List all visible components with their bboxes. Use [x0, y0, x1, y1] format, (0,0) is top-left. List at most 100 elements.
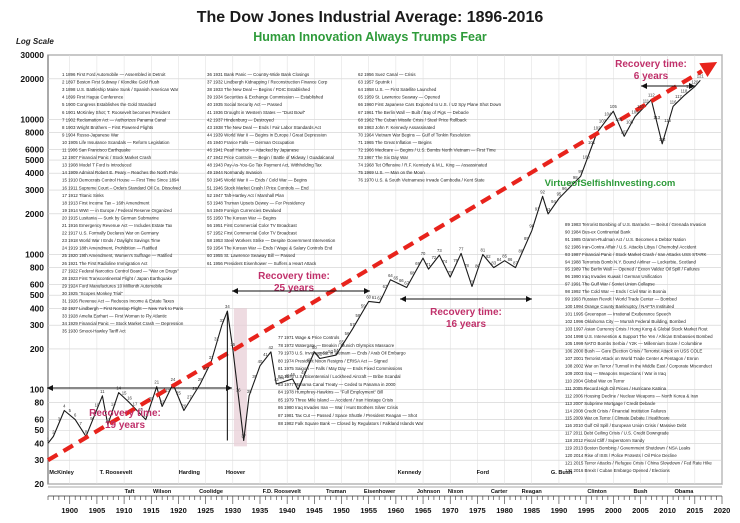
event-entry: 89 1983 Terrorist Bombing of U.S. Barrac…	[565, 222, 707, 227]
x-tick-label: 1955	[360, 506, 377, 515]
event-entry: 22 1917 U.S. Formally Declares War on Ge…	[62, 231, 160, 236]
year-number-label: 113	[653, 115, 660, 120]
event-entry: 86 1980 Iraq Invades Iran — War / Hunt B…	[278, 405, 399, 410]
recovery-arrowhead-left	[400, 296, 406, 302]
x-tick-label: 1910	[116, 506, 133, 515]
event-entry: 78 1972 Watergate — Breakin / Munich Oly…	[278, 343, 395, 348]
event-entry: 26 1921 The First Radioline Immigration …	[62, 261, 148, 266]
year-number-label: 41	[263, 352, 268, 357]
event-entry: 51 1946 Stock Market Crash / Price Contr…	[207, 185, 309, 190]
x-tick-label: 2000	[605, 506, 622, 515]
event-entry: 72 1966 Medicare — Begins / U.S. Bombs N…	[358, 148, 496, 153]
x-tick-label: 1905	[89, 506, 106, 515]
year-number-label: 15	[122, 391, 127, 396]
year-number-label: 44	[279, 375, 284, 380]
year-number-label: 65	[394, 275, 399, 280]
event-entry: 74 1968 Tet Offensive / R.F. Kennedy & M…	[358, 163, 488, 168]
year-number-label: 81	[481, 248, 486, 253]
x-tick-label: 1980	[496, 506, 513, 515]
event-entry: 24 1919 18th Amendment, Prohibition — Ra…	[62, 246, 158, 251]
event-entry: 90 1984 Bus-ex Continental Bank	[565, 229, 631, 234]
event-entry: 104 1998 U.S. Intervention & Support The…	[565, 334, 713, 339]
event-entry: 99 1993 Russian Revolt / World Trade Cen…	[565, 297, 677, 302]
year-number-label: 27	[187, 395, 192, 400]
year-number-label: 60	[366, 294, 371, 299]
event-entry: 11 1906 San Francisco Earthquake	[62, 148, 131, 153]
chart-subtitle: Human Innovation Always Trumps Fear	[253, 30, 487, 44]
x-tick-label: 2010	[659, 506, 676, 515]
year-number-label: 11	[100, 389, 105, 394]
event-entry: 58 1953 Steel Workers Strike — Despite G…	[207, 238, 336, 243]
event-entry: 68 1962 The Cuban Missile Crisis / Steel…	[358, 117, 467, 122]
year-number-labels: 1234567891011121314151617181920212223242…	[47, 73, 705, 441]
event-entry: 76 1970 U.S. & South Vietnamese Invade C…	[358, 178, 485, 183]
event-entry: 21 1916 Emergency Revenue Act — Includes…	[62, 223, 173, 228]
year-number-label: 19	[144, 413, 149, 418]
president-label: Ford	[477, 470, 490, 476]
year-number-label: 101	[588, 140, 596, 145]
x-tick-label: 1990	[551, 506, 568, 515]
event-entry: 114 2008 Credit Crisis / Financial Insti…	[565, 408, 667, 413]
year-number-label: 89	[524, 236, 529, 241]
year-number-label: 47	[296, 383, 301, 388]
event-entry: 53 1948 Truman Upsets Dewey — For Presid…	[207, 200, 306, 205]
recovery-value: 6 years	[634, 71, 669, 82]
year-number-label: 42	[269, 345, 274, 350]
year-number-label: 84	[497, 257, 502, 262]
year-number-label: 87	[513, 261, 518, 266]
president-label: Carter	[491, 489, 508, 495]
year-number-label: 8	[85, 429, 88, 434]
president-label: Clinton	[587, 489, 607, 495]
event-entry: 36 1931 Bank Panic — Country-Wide Bank C…	[207, 72, 310, 77]
year-number-label: 59	[361, 304, 366, 309]
presidents-row: McKinley T. Roosevelt Harding Hoover Kennedy…	[48, 470, 722, 495]
year-number-label: 106	[615, 117, 623, 122]
y-tick-label: 200	[30, 344, 44, 354]
year-number-label: 78	[464, 263, 469, 268]
recovery-value: 25 years	[274, 283, 314, 294]
year-number-label: 77	[459, 246, 464, 251]
event-entry: 47 1942 Price Controls — Begin / Battle …	[207, 155, 334, 160]
year-number-label: 79	[470, 279, 475, 284]
event-entry: 105 1999 NATO Bombs Serbia / Y2K — Mille…	[565, 341, 703, 346]
year-number-label: 1	[47, 436, 50, 441]
year-number-label: 73	[437, 248, 442, 253]
event-entry: 16 1911 Supreme Court – Orders Standard …	[62, 185, 181, 190]
year-number-label: 105	[610, 104, 618, 109]
year-number-label: 36	[236, 388, 241, 393]
year-number-label: 85	[502, 254, 507, 259]
event-entry: 67 1961 The Berlin Wall — Built / Bay of…	[358, 110, 469, 115]
event-entry: 5 1900 Congress Establishes the Gold Sta…	[62, 102, 157, 107]
event-entry: 93 1987 Financial Panic / Stock Market C…	[565, 252, 707, 257]
year-number-label: 91	[535, 206, 540, 211]
event-entry: 37 1932 Lindbergh Kidnapping / Reconstru…	[207, 80, 328, 85]
event-entry: 19 1914 WWI — in Europe / Federal Reserv…	[62, 208, 172, 213]
event-entry: 55 1950 The Korean War — Begins	[207, 215, 277, 220]
year-number-label: 52	[323, 350, 328, 355]
recovery-arrowhead-right	[526, 296, 532, 302]
event-entry: 18 1913 First Income Tax – 16th Amendmen…	[62, 200, 150, 205]
y-tick-label: 2000	[25, 209, 44, 219]
y-tick-label: 600	[30, 279, 44, 289]
event-entry: 112 2006 Housing Decline / Nuclear Weapo…	[565, 393, 699, 398]
y-tick-label: 300	[30, 320, 44, 330]
event-entry: 1 1896 First Ford Automobile — Assembled…	[62, 72, 166, 77]
recovery-value: 16 years	[446, 319, 486, 330]
event-entry: 122 2016 Brexit / Cuban Embargo Opened /…	[565, 468, 671, 473]
event-entry: 119 2013 Boston Bombing / Government Shu…	[565, 446, 691, 451]
event-entry: 97 1991 The Gulf War / Soviet Union Coll…	[565, 282, 655, 287]
year-number-label: 70	[421, 251, 426, 256]
x-tick-label: 2005	[632, 506, 649, 515]
x-tick-label: 2015	[686, 506, 703, 515]
event-entry: 79 1973 U.S. Involvement in Vietnam — En…	[278, 351, 406, 356]
recovery-arrowhead-right	[364, 288, 370, 294]
year-number-label: 93	[546, 207, 551, 212]
event-entry: 2 1897 Boston First Subway / Klondike Go…	[62, 80, 160, 85]
trend-series-line	[46, 69, 704, 463]
year-number-label: 13	[111, 402, 116, 407]
event-entry: 69 1963 John F. Kennedy Assassinated	[358, 125, 435, 130]
event-entry: 46 1941 Pearl Harbor — Attacked by Japan…	[207, 148, 299, 153]
